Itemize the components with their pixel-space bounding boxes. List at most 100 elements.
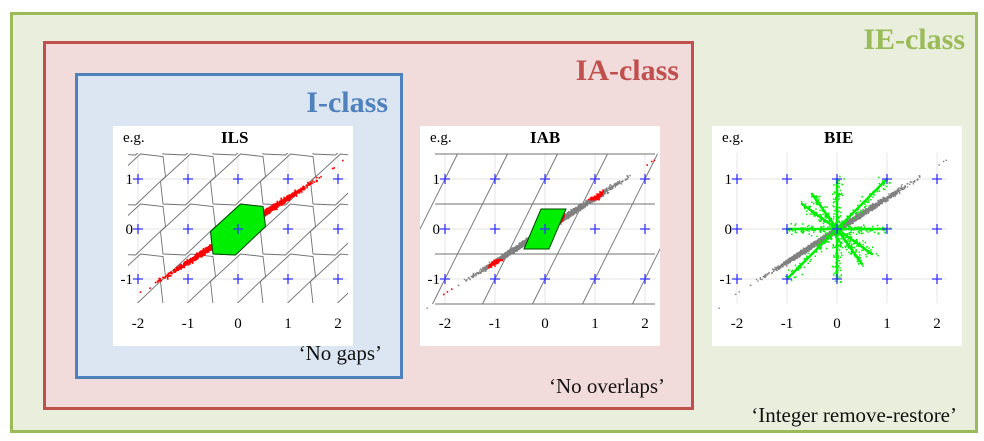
iab-integer-point-icon — [640, 224, 650, 234]
ils-x-tick-label: -2 — [132, 316, 145, 332]
bie-integer-point-icon — [932, 224, 942, 234]
ils-voronoi-cell — [311, 304, 354, 346]
iab-integer-point-icon — [640, 274, 650, 284]
ils-voronoi-cell — [128, 153, 166, 206]
iab-integer-point-icon — [490, 174, 500, 184]
ie-class-note: ‘Integer remove-restore’ — [751, 403, 957, 427]
ie-class-title: IE-class — [863, 23, 965, 56]
iab-integer-point-icon — [540, 174, 550, 184]
iab-plot-canvas: -2 -1 0 1 2 1 0 -1 — [420, 153, 660, 332]
bie-x-tick-label: -1 — [781, 316, 794, 332]
ils-x-tick-label: 2 — [334, 316, 342, 332]
ils-integer-point-icon — [133, 274, 143, 284]
ils-voronoi-cell — [113, 204, 116, 255]
ils-integer-point-icon — [333, 174, 343, 184]
iab-x-tick-label: -1 — [489, 316, 502, 332]
ils-integer-point-icon — [133, 224, 143, 234]
bie-integer-point-icon — [932, 174, 942, 184]
iab-integer-point-icon — [590, 174, 600, 184]
i-class-note: ‘No gaps’ — [298, 341, 382, 365]
ils-x-tick-label: 1 — [284, 316, 292, 332]
ils-voronoi-cell — [113, 154, 116, 205]
bie-integer-points — [732, 174, 942, 284]
iab-integer-point-icon — [490, 224, 500, 234]
iab-plot-title: IAB — [530, 128, 561, 147]
bie-integer-point-icon — [932, 274, 942, 284]
ils-voronoi-cell — [113, 304, 116, 346]
ils-voronoi-cell — [162, 153, 189, 156]
bie-plot: -2 -1 0 1 2 1 0 -1 e.g. BIE — [712, 126, 962, 346]
iab-integer-point-icon — [540, 224, 550, 234]
ils-voronoi-cell — [113, 126, 116, 155]
ia-class-note: ‘No overlaps’ — [548, 374, 665, 398]
ils-integer-point-icon — [133, 174, 143, 184]
ils-voronoi-cell — [212, 153, 239, 156]
bie-y-tick-label: 0 — [725, 222, 733, 238]
ils-voronoi-cell — [128, 203, 166, 256]
iab-integer-point-icon — [590, 224, 600, 234]
ils-y-tick-label: -1 — [121, 272, 134, 288]
iab-y-tick-label: 0 — [433, 222, 441, 238]
ils-voronoi-cell — [262, 153, 289, 156]
iab-x-tick-label: 0 — [541, 316, 549, 332]
bie-x-tick-label: 0 — [833, 316, 841, 332]
bie-integer-point-icon — [882, 274, 892, 284]
ils-voronoi-cell — [312, 153, 339, 156]
bie-integer-point-icon — [732, 224, 742, 234]
iab-integer-point-icon — [540, 274, 550, 284]
ils-integer-points — [133, 174, 343, 284]
ils-integer-point-icon — [283, 224, 293, 234]
bie-y-tick-label: 1 — [725, 172, 733, 188]
bie-integer-point-icon — [732, 174, 742, 184]
ils-voronoi-cell — [128, 153, 139, 156]
ils-integer-point-icon — [283, 274, 293, 284]
ils-y-tick-label: 1 — [126, 172, 134, 188]
ils-voronoi-cell — [210, 253, 266, 303]
ils-voronoi-cell — [160, 153, 216, 206]
iab-x-tick-label: 2 — [641, 316, 649, 332]
bie-integer-point-icon — [782, 174, 792, 184]
iab-integer-point-icon — [490, 274, 500, 284]
bie-plot-canvas: -2 -1 0 1 2 1 0 -1 — [718, 153, 947, 332]
bie-spoke — [800, 202, 839, 231]
bie-plot-title: BIE — [824, 128, 854, 147]
bie-integer-point-icon — [882, 224, 892, 234]
iab-x-tick-label: 1 — [591, 316, 599, 332]
iab-plot: -2 -1 0 1 2 1 0 -1 e.g. IAB — [420, 126, 660, 346]
ils-voronoi-cell — [260, 153, 316, 206]
ils-integer-point-icon — [333, 224, 343, 234]
ils-integer-point-icon — [183, 174, 193, 184]
bie-x-tick-label: 1 — [883, 316, 891, 332]
bie-integer-point-icon — [732, 274, 742, 284]
bie-eg-label: e.g. — [722, 130, 744, 146]
ils-voronoi-cell — [310, 253, 348, 303]
iab-integer-point-icon — [440, 274, 450, 284]
bie-integer-point-icon — [882, 174, 892, 184]
ils-voronoi-cell — [128, 253, 166, 303]
bie-integer-point-icon — [782, 274, 792, 284]
ils-eg-label: e.g. — [123, 130, 145, 146]
bie-integer-point-icon — [782, 224, 792, 234]
iab-integer-points — [440, 174, 650, 284]
bie-x-tick-label: 2 — [933, 316, 941, 332]
ils-integer-point-icon — [183, 274, 193, 284]
ils-integer-point-icon — [283, 174, 293, 184]
iab-integer-point-icon — [440, 224, 450, 234]
bie-x-tick-label: -2 — [731, 316, 744, 332]
ils-voronoi-cell — [160, 203, 216, 256]
ils-voronoi-cell — [113, 254, 116, 305]
ils-voronoi-cell — [210, 153, 266, 206]
ils-integer-point-icon — [233, 274, 243, 284]
iab-eg-label: e.g. — [430, 130, 452, 146]
iab-integer-point-icon — [640, 174, 650, 184]
iab-integer-point-icon — [590, 274, 600, 284]
ils-plot-canvas: -2 -1 0 1 2 1 0 -1 — [113, 126, 354, 346]
bie-integer-point-icon — [832, 174, 842, 184]
ils-plot-title: ILS — [221, 128, 249, 147]
iab-x-tick-label: -2 — [439, 316, 452, 332]
ils-voronoi-cell — [260, 253, 316, 303]
ils-integer-point-icon — [233, 224, 243, 234]
bie-y-tick-label: -1 — [720, 272, 733, 288]
ils-integer-point-icon — [183, 224, 193, 234]
iab-integer-point-icon — [440, 174, 450, 184]
